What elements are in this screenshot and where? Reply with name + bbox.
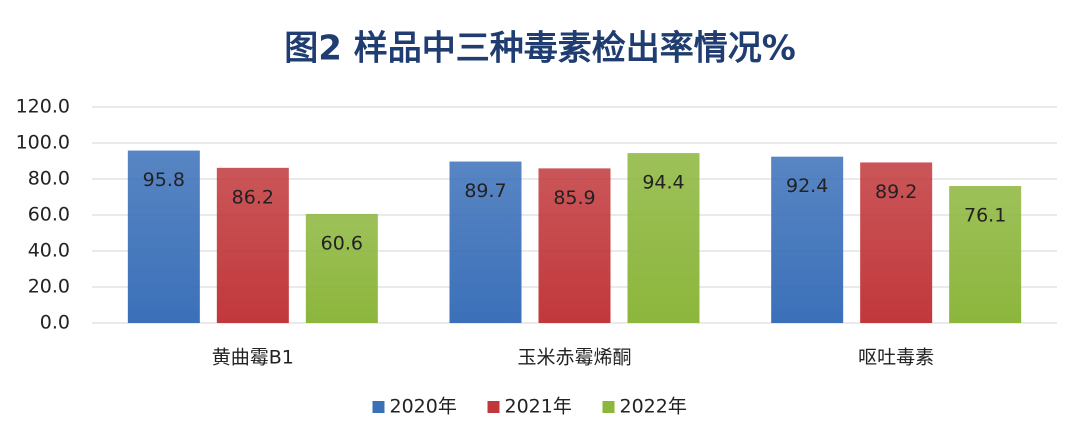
bar (627, 153, 700, 323)
data-label: 89.2 (875, 181, 917, 203)
data-label: 86.2 (232, 186, 274, 208)
y-tick-label: 80.0 (28, 168, 70, 190)
legend-swatch (602, 401, 615, 413)
bar (216, 167, 289, 323)
legend-swatch (372, 401, 385, 413)
data-label: 95.8 (143, 169, 185, 191)
bar (449, 161, 522, 323)
y-tick-label: 120.0 (16, 96, 70, 118)
y-tick-label: 100.0 (16, 132, 70, 154)
bar (860, 162, 933, 323)
y-tick-label: 40.0 (28, 240, 70, 262)
x-tick-label: 玉米赤霉烯酮 (517, 347, 631, 369)
chart-title: 图2 样品中三种毒素检出率情况% (284, 29, 796, 69)
data-label: 94.4 (642, 172, 684, 194)
y-tick-label: 60.0 (28, 204, 70, 226)
x-tick-label: 呕吐毒素 (858, 347, 934, 369)
bar (538, 168, 611, 323)
bar (771, 156, 844, 323)
data-label: 92.4 (786, 175, 828, 197)
y-tick-label: 0.0 (40, 312, 70, 334)
bar (949, 186, 1022, 323)
legend-label: 2020年 (390, 396, 457, 418)
data-label: 85.9 (553, 187, 595, 209)
x-tick-label: 黄曲霉B1 (212, 347, 294, 369)
bar (305, 213, 378, 323)
legend-label: 2021年 (505, 396, 572, 418)
data-label: 76.1 (964, 205, 1006, 227)
data-label: 60.6 (321, 232, 363, 254)
legend-swatch (487, 401, 500, 413)
data-label: 89.7 (464, 180, 506, 202)
legend-label: 2022年 (620, 396, 687, 418)
bar (127, 150, 200, 323)
y-tick-label: 20.0 (28, 276, 70, 298)
